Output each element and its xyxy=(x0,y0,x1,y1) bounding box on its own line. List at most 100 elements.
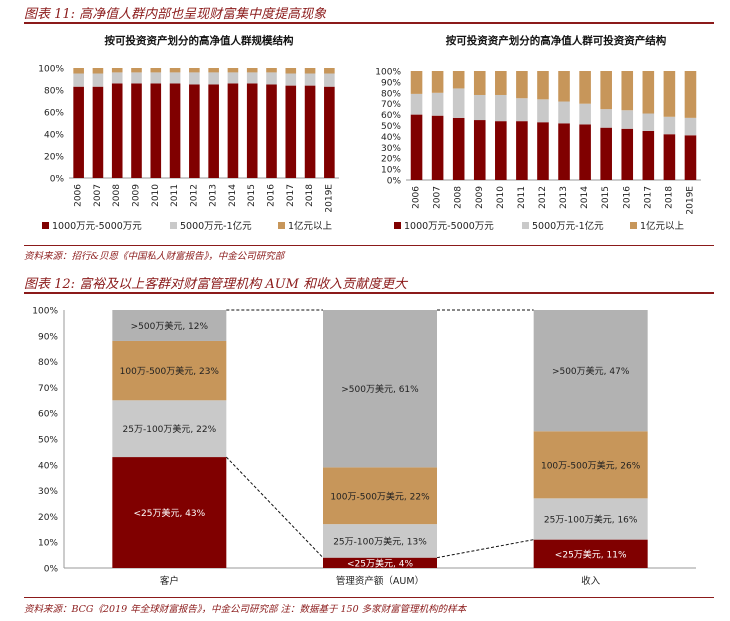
chart-client-aum-revenue-contribution: 0% 10% 20% 30% 40% 50% 60% 70% 80% 90% 100% <25万美元,… xyxy=(32,307,696,587)
bar-segment-0-3 xyxy=(112,310,227,341)
x-tick-label: 2017 xyxy=(286,184,296,207)
bar-segment-2007-1 xyxy=(92,73,104,87)
x-category-label: 收入 xyxy=(581,575,601,587)
bar-segment-2009-1 xyxy=(473,94,486,121)
x-tick-label: 2011 xyxy=(170,184,180,207)
bar-segment-2007-2 xyxy=(92,68,104,74)
bar-segment-0-0 xyxy=(112,457,227,568)
y-tick-label: 30% xyxy=(38,487,58,497)
y-tick-label: 60% xyxy=(38,410,58,420)
y-tick-label: 80% xyxy=(38,358,58,368)
y-tick-label: 90% xyxy=(38,332,58,342)
bar-segment-2010-1 xyxy=(495,94,507,122)
bar-segment-2008-1 xyxy=(452,88,465,118)
bar-segment-2018-2 xyxy=(663,71,676,117)
bar-segment-2019E-2 xyxy=(324,68,335,74)
bar-segment-2006-0 xyxy=(410,114,423,180)
bar-segment-2019E-1 xyxy=(684,117,697,136)
bar-segment-2008-2 xyxy=(111,68,123,73)
y-tick-label: 10% xyxy=(381,166,401,176)
data-label: <25万美元, 43% xyxy=(133,507,205,519)
y-tick-label: 40% xyxy=(44,131,64,141)
y-tick-label: 80% xyxy=(381,89,401,99)
bar-segment-2011-2 xyxy=(516,71,528,99)
bar-segment-2015-1 xyxy=(246,72,258,84)
bar-segment-2010-0 xyxy=(495,121,507,180)
x-category-label: 管理资产额（AUM） xyxy=(336,575,424,587)
x-tick-label: 2008 xyxy=(454,186,464,209)
x-tick-label: 2010 xyxy=(151,184,161,207)
bar-segment-2018-0 xyxy=(663,134,676,180)
bar-segment-2018-1 xyxy=(663,116,676,135)
x-tick-label: 2014 xyxy=(580,186,590,209)
chart-hnw-assets-structure: 按可投资资产划分的高净值人群可投资资产结构 0%10%20%30%40%50%60… xyxy=(375,34,701,232)
y-tick-label: 50% xyxy=(381,122,401,132)
bar-segment-2012-1 xyxy=(189,72,200,85)
bar-segment-2006-0 xyxy=(73,86,84,178)
legend-swatch-0 xyxy=(42,222,49,229)
data-label: <25万美元, 4% xyxy=(347,557,413,569)
bar-segment-2019E-0 xyxy=(684,135,697,180)
bar-segment-2013-2 xyxy=(208,68,219,73)
bar-segment-2016-1 xyxy=(621,110,634,129)
legend-swatch-1 xyxy=(522,222,529,229)
y-tick-label: 0% xyxy=(387,177,402,187)
bar-segment-2018-2 xyxy=(304,68,316,74)
bar-segment-2014-2 xyxy=(227,68,239,73)
bar-segment-2012-0 xyxy=(189,84,200,178)
bar-segment-1-3 xyxy=(323,310,437,468)
bar-segment-2018-0 xyxy=(304,85,316,178)
bar-segment-2013-0 xyxy=(558,123,570,180)
data-label: 25万-100万美元, 13% xyxy=(333,535,427,547)
bar-segment-2014-0 xyxy=(579,124,591,180)
bar-segment-2017-0 xyxy=(285,85,297,178)
y-tick-label: 0% xyxy=(44,565,59,575)
y-tick-label: 20% xyxy=(38,513,58,523)
bar-segment-2015-0 xyxy=(600,127,612,180)
figure-12-bottom-rule xyxy=(24,597,714,598)
data-label: >500万美元, 61% xyxy=(341,383,419,395)
x-tick-label: 2015 xyxy=(247,184,257,207)
data-label: 25万-100万美元, 22% xyxy=(123,423,217,435)
bar-segment-2009-1 xyxy=(131,72,142,84)
bar-segment-2017-1 xyxy=(642,113,655,131)
bar-segment-2009-2 xyxy=(131,68,142,73)
bar-segment-2016-2 xyxy=(621,71,634,111)
bar-segment-2015-1 xyxy=(600,109,612,128)
bar-segment-2006-2 xyxy=(410,71,423,94)
y-tick-label: 100% xyxy=(375,68,401,78)
x-tick-label: 2016 xyxy=(622,186,632,209)
y-tick-label: 80% xyxy=(44,87,64,97)
bar-segment-2010-2 xyxy=(495,71,507,95)
bar-segment-2007-0 xyxy=(431,115,444,180)
chart-hnw-population-structure: 按可投资资产划分的高净值人群规模结构 0% 20% 40% 60% 80% 100% 2006… xyxy=(38,34,339,232)
chart-title: 按可投资资产划分的高净值人群规模结构 xyxy=(105,34,294,47)
bar-segment-2012-1 xyxy=(537,99,549,123)
bar-segment-2014-1 xyxy=(579,103,591,125)
y-tick-label: 90% xyxy=(381,78,401,88)
x-tick-label: 2019E xyxy=(324,184,334,213)
x-tick-label: 2010 xyxy=(496,186,506,209)
data-label: 25万-100万美元, 16% xyxy=(544,513,638,525)
x-tick-label: 2011 xyxy=(517,186,527,209)
y-tick-label: 40% xyxy=(38,461,58,471)
chart-title: 按可投资资产划分的高净值人群可投资资产结构 xyxy=(446,34,667,47)
x-tick-label: 2008 xyxy=(112,184,122,207)
x-tick-label: 2012 xyxy=(538,186,548,209)
legend-swatch-0 xyxy=(394,222,401,229)
x-tick-label: 2018 xyxy=(305,184,315,207)
data-label: >500万美元, 12% xyxy=(131,320,209,332)
bar-segment-2014-2 xyxy=(579,71,591,104)
figure-11-rule xyxy=(24,22,714,24)
bar-segment-2019E-0 xyxy=(324,86,335,178)
x-tick-label: 2016 xyxy=(267,184,277,207)
figure-11-source: 资料来源：招行&贝恩《中国私人财富报告》，中金公司研究部 xyxy=(24,251,285,262)
bar-segment-2017-2 xyxy=(642,71,655,114)
data-label: 100万-500万美元, 22% xyxy=(330,490,430,502)
legend-swatch-2 xyxy=(278,222,285,229)
figure-12-source: 资料来源：BCG《2019 年全球财富报告》，中金公司研究部 注：数据基于 15… xyxy=(24,604,467,615)
bar-segment-2016-1 xyxy=(266,72,277,85)
figure-11-title: 图表 11: 高净值人群内部也呈现财富集中度提高现象 xyxy=(24,7,327,22)
bar-segment-2018-1 xyxy=(304,73,316,86)
y-tick-label: 10% xyxy=(38,539,58,549)
